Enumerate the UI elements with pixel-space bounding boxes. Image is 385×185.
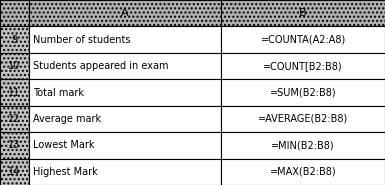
- Bar: [221, 159, 385, 185]
- Bar: [0, 106, 29, 132]
- Bar: [29, 0, 221, 26]
- Bar: [0, 26, 29, 53]
- Bar: [29, 159, 221, 185]
- Text: Average mark: Average mark: [33, 114, 102, 124]
- Text: Lowest Mark: Lowest Mark: [33, 140, 95, 150]
- Bar: [221, 0, 385, 26]
- Text: 13: 13: [8, 140, 20, 150]
- Text: Students appeared in exam: Students appeared in exam: [33, 61, 169, 71]
- Bar: [221, 106, 385, 132]
- Text: =SUM(B2:B8): =SUM(B2:B8): [270, 88, 336, 97]
- Text: =MIN(B2:B8): =MIN(B2:B8): [271, 140, 335, 150]
- Bar: [221, 79, 385, 106]
- Bar: [29, 132, 221, 159]
- Bar: [221, 132, 385, 159]
- Text: 12: 12: [8, 114, 21, 124]
- Text: Highest Mark: Highest Mark: [33, 167, 98, 177]
- Bar: [0, 0, 29, 26]
- Bar: [29, 106, 221, 132]
- Bar: [29, 26, 221, 53]
- Text: Number of students: Number of students: [33, 35, 131, 45]
- Text: =COUNTA(A2:A8): =COUNTA(A2:A8): [261, 35, 346, 45]
- Bar: [29, 79, 221, 106]
- Text: 10: 10: [8, 61, 20, 71]
- Text: =MAX(B2:B8): =MAX(B2:B8): [270, 167, 336, 177]
- Text: 9: 9: [12, 35, 17, 45]
- Bar: [0, 159, 29, 185]
- Bar: [221, 26, 385, 53]
- Text: =AVERAGE(B2:B8): =AVERAGE(B2:B8): [258, 114, 348, 124]
- Text: Total mark: Total mark: [33, 88, 84, 97]
- Text: 11: 11: [8, 88, 20, 97]
- Text: 14: 14: [8, 167, 20, 177]
- Bar: [0, 53, 29, 79]
- Text: B: B: [300, 8, 307, 18]
- Bar: [221, 53, 385, 79]
- Bar: [0, 132, 29, 159]
- Bar: [0, 79, 29, 106]
- Text: A: A: [121, 8, 129, 18]
- Bar: [29, 53, 221, 79]
- Text: =COUNT[B2:B8): =COUNT[B2:B8): [263, 61, 343, 71]
